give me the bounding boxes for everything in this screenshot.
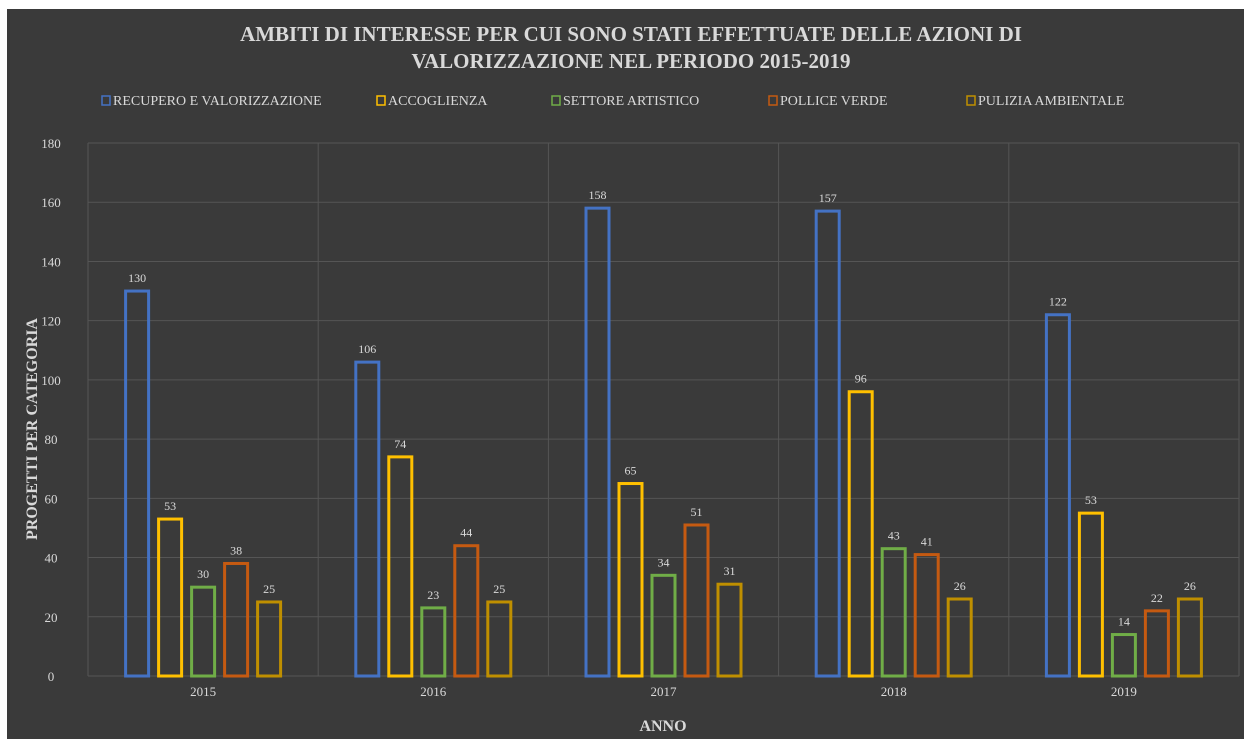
x-tick-label: 2018 (881, 684, 907, 699)
y-tick-label: 40 (45, 551, 58, 566)
bar (1044, 313, 1071, 678)
bar (256, 600, 283, 678)
legend: RECUPERO E VALORIZZAZIONE ACCOGLIENZA SETT… (101, 94, 1124, 109)
bar (880, 547, 907, 678)
legend-label: RECUPERO E VALORIZZAZIONE (113, 94, 322, 109)
data-labels: 130 53 30 38 25 106 74 23 44 25 158 65 34 51 31 157 96 43… (128, 188, 1196, 628)
y-axis-ticks: 0 20 40 60 80 100 120 140 160 180 (41, 136, 61, 684)
data-label: 31 (724, 564, 736, 578)
legend-swatch (966, 95, 976, 106)
x-axis-ticks: 2015 2016 2017 2018 2019 (190, 684, 1137, 699)
bar (1077, 511, 1104, 678)
bar (1176, 597, 1203, 678)
data-label: 34 (658, 555, 670, 569)
legend-label: POLLICE VERDE (780, 94, 887, 109)
bar (1143, 609, 1170, 678)
bar (354, 360, 381, 678)
legend-swatch (551, 95, 561, 106)
gridlines (87, 142, 1240, 677)
data-label: 30 (197, 567, 209, 581)
legend-swatch (768, 95, 778, 106)
legend-label: SETTORE ARTISTICO (563, 94, 699, 109)
y-tick-label: 180 (41, 136, 61, 151)
bar (486, 600, 513, 678)
bar (387, 455, 414, 678)
bar (584, 206, 611, 678)
legend-swatch (376, 95, 386, 106)
data-label: 14 (1118, 615, 1130, 629)
x-tick-label: 2017 (651, 684, 678, 699)
data-label: 106 (358, 342, 376, 356)
data-label: 43 (888, 529, 900, 543)
x-axis-label: ANNO (639, 718, 686, 735)
bar (190, 585, 217, 678)
y-axis-label: PROGETTI PER CATEGORIA (24, 318, 41, 540)
bars (124, 206, 1203, 678)
y-tick-label: 80 (45, 432, 58, 447)
bar (716, 582, 743, 678)
data-label: 23 (427, 588, 439, 602)
x-tick-label: 2015 (190, 684, 216, 699)
data-label: 74 (394, 437, 406, 451)
data-label: 157 (819, 191, 837, 205)
y-tick-label: 120 (41, 314, 61, 329)
bar (683, 523, 710, 678)
y-tick-label: 0 (48, 669, 55, 684)
bar (420, 606, 447, 678)
data-label: 41 (921, 535, 933, 549)
bar (847, 390, 874, 678)
bar (157, 517, 184, 678)
bar (1110, 633, 1137, 678)
data-label: 53 (164, 499, 176, 513)
bar (814, 209, 841, 678)
chart-area: AMBITI DI INTERESSE PER CUI SONO STATI E… (7, 9, 1244, 739)
data-label: 25 (263, 582, 275, 596)
y-tick-label: 60 (45, 491, 58, 506)
bar (650, 573, 677, 678)
bar (913, 553, 940, 678)
data-label: 96 (855, 372, 867, 386)
y-tick-label: 140 (41, 254, 61, 269)
bar (946, 597, 973, 678)
data-label: 38 (230, 543, 242, 557)
bar-chart: AMBITI DI INTERESSE PER CUI SONO STATI E… (24, 22, 1240, 735)
x-tick-label: 2016 (420, 684, 447, 699)
y-tick-label: 160 (41, 195, 61, 210)
data-label: 130 (128, 271, 146, 285)
legend-label: ACCOGLIENZA (388, 94, 488, 109)
data-label: 44 (460, 526, 472, 540)
y-tick-label: 20 (45, 610, 58, 625)
bar (617, 482, 644, 678)
bar (124, 289, 151, 678)
legend-label: PULIZIA AMBIENTALE (978, 94, 1124, 109)
data-label: 122 (1049, 295, 1067, 309)
bar (223, 561, 250, 678)
data-label: 26 (1184, 579, 1196, 593)
y-tick-label: 100 (41, 373, 61, 388)
data-label: 26 (954, 579, 966, 593)
data-label: 22 (1151, 591, 1163, 605)
data-label: 53 (1085, 493, 1097, 507)
x-tick-label: 2019 (1111, 684, 1137, 699)
chart-title-line-2: VALORIZZAZIONE NEL PERIODO 2015-2019 (412, 49, 851, 73)
data-label: 158 (589, 188, 607, 202)
chart-title-line-1: AMBITI DI INTERESSE PER CUI SONO STATI E… (240, 22, 1022, 46)
bar (453, 544, 480, 678)
data-label: 51 (691, 505, 703, 519)
data-label: 65 (625, 464, 637, 478)
data-label: 25 (493, 582, 505, 596)
legend-swatch (101, 95, 111, 106)
